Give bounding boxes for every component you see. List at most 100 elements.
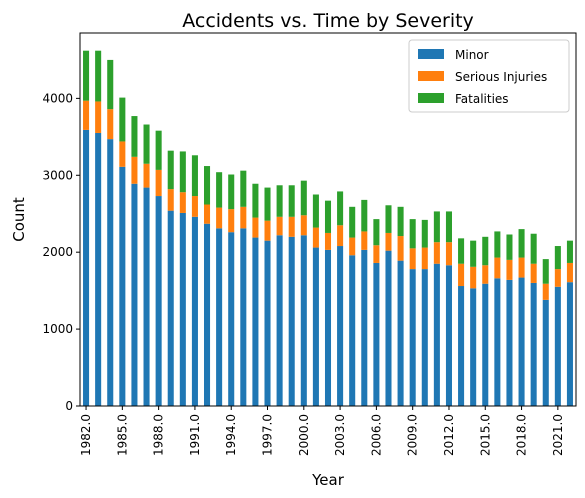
legend-label: Fatalities (455, 92, 509, 106)
y-axis-title: Count (10, 197, 28, 242)
bar-serious-injuries-1986.0 (131, 156, 138, 184)
x-tick-label: 1982.0 (79, 414, 93, 456)
y-tick-label: 0 (65, 399, 73, 413)
x-tick-label: 2009.0 (406, 414, 420, 456)
bar-minor-1997.0 (264, 240, 271, 406)
bar-serious-injuries-2003.0 (337, 225, 344, 247)
bar-serious-injuries-1987.0 (143, 163, 150, 188)
bar-serious-injuries-2020.0 (542, 283, 549, 300)
bar-serious-injuries-1982.0 (83, 100, 90, 130)
bar-serious-injuries-2010.0 (421, 247, 428, 270)
bar-minor-1988.0 (155, 196, 162, 406)
bar-serious-injuries-2019.0 (530, 263, 537, 283)
bar-fatalities-2013.0 (458, 238, 465, 264)
bar-fatalities-1992.0 (204, 166, 211, 205)
bar-fatalities-1994.0 (228, 174, 235, 210)
bar-serious-injuries-1998.0 (276, 216, 283, 236)
bar-fatalities-2006.0 (373, 219, 380, 246)
bar-minor-1984.0 (107, 139, 114, 406)
bar-serious-injuries-1984.0 (107, 109, 114, 140)
bar-serious-injuries-1988.0 (155, 169, 162, 197)
bar-serious-injuries-2007.0 (385, 232, 392, 251)
legend-label: Minor (455, 48, 489, 62)
bar-serious-injuries-2018.0 (518, 257, 525, 278)
bar-fatalities-1983.0 (95, 50, 102, 102)
bar-fatalities-1991.0 (191, 155, 198, 197)
bar-minor-2021.0 (554, 286, 561, 406)
bar-serious-injuries-2004.0 (349, 237, 356, 256)
bar-serious-injuries-2005.0 (361, 231, 368, 250)
bar-fatalities-1990.0 (179, 151, 186, 193)
bar-fatalities-2016.0 (494, 231, 501, 258)
bar-fatalities-1989.0 (167, 150, 174, 190)
bar-serious-injuries-1990.0 (179, 192, 186, 213)
bar-minor-2012.0 (445, 265, 452, 406)
bar-minor-2013.0 (458, 286, 465, 406)
bar-minor-1989.0 (167, 210, 174, 406)
bar-fatalities-1999.0 (288, 185, 295, 217)
bar-fatalities-2005.0 (361, 199, 368, 232)
x-tick-label: 1997.0 (261, 414, 275, 456)
bar-fatalities-2001.0 (312, 194, 319, 228)
bar-fatalities-2003.0 (337, 191, 344, 226)
bar-minor-2006.0 (373, 262, 380, 406)
x-tick-label: 1991.0 (188, 414, 202, 456)
bar-minor-1999.0 (288, 236, 295, 406)
bar-fatalities-2011.0 (433, 211, 440, 243)
bar-serious-injuries-2015.0 (482, 265, 489, 284)
bar-fatalities-2008.0 (397, 206, 404, 237)
bar-minor-2008.0 (397, 260, 404, 406)
bar-fatalities-2002.0 (324, 200, 332, 233)
bar-minor-2017.0 (506, 279, 513, 406)
bar-serious-injuries-2006.0 (373, 245, 380, 263)
x-tick-label: 2000.0 (297, 414, 311, 456)
bar-fatalities-2004.0 (349, 206, 356, 238)
bar-serious-injuries-1985.0 (119, 141, 126, 167)
bar-minor-1991.0 (191, 216, 198, 406)
bar-serious-injuries-1999.0 (288, 216, 295, 237)
bar-minor-1993.0 (216, 228, 223, 406)
bar-fatalities-2017.0 (506, 234, 513, 260)
bar-serious-injuries-1991.0 (191, 196, 198, 217)
y-tick-label: 4000 (42, 91, 73, 105)
y-tick-label: 2000 (42, 245, 73, 259)
bar-minor-1983.0 (95, 132, 102, 407)
bar-minor-1985.0 (119, 166, 126, 406)
bar-fatalities-2015.0 (482, 236, 489, 266)
bar-minor-2015.0 (482, 283, 489, 406)
chart-title: Accidents vs. Time by Severity (182, 10, 474, 32)
bar-fatalities-2018.0 (518, 229, 525, 258)
bar-serious-injuries-2022.0 (566, 262, 573, 283)
x-tick-label: 1994.0 (224, 414, 238, 456)
bar-serious-injuries-2014.0 (470, 266, 477, 289)
bar-minor-1990.0 (179, 212, 186, 406)
bar-fatalities-1997.0 (264, 187, 271, 221)
bar-fatalities-1988.0 (155, 130, 162, 170)
bar-serious-injuries-2011.0 (433, 242, 440, 264)
bar-minor-2016.0 (494, 278, 501, 406)
x-tick-label: 2021.0 (551, 414, 565, 456)
bar-serious-injuries-2017.0 (506, 259, 513, 280)
bar-serious-injuries-2008.0 (397, 236, 404, 261)
bar-serious-injuries-1995.0 (240, 206, 247, 229)
bar-fatalities-1986.0 (131, 116, 138, 157)
legend-swatch (418, 71, 444, 81)
bar-minor-2022.0 (566, 282, 573, 406)
bar-minor-2004.0 (349, 255, 356, 406)
y-tick-label: 1000 (42, 322, 73, 336)
bar-fatalities-2014.0 (470, 240, 477, 267)
bar-serious-injuries-2021.0 (554, 269, 561, 287)
x-tick-label: 2006.0 (369, 414, 383, 456)
bar-serious-injuries-1989.0 (167, 189, 174, 211)
bar-minor-1986.0 (131, 183, 138, 406)
bar-fatalities-2022.0 (566, 240, 573, 263)
bar-minor-2014.0 (470, 288, 477, 406)
bar-serious-injuries-1994.0 (228, 209, 235, 233)
bar-serious-injuries-2013.0 (458, 263, 465, 287)
bar-fatalities-1984.0 (107, 59, 114, 110)
bar-minor-1987.0 (143, 187, 150, 406)
bar-fatalities-1996.0 (252, 183, 259, 218)
bars-group (83, 50, 573, 407)
x-axis-title: Year (311, 471, 345, 489)
